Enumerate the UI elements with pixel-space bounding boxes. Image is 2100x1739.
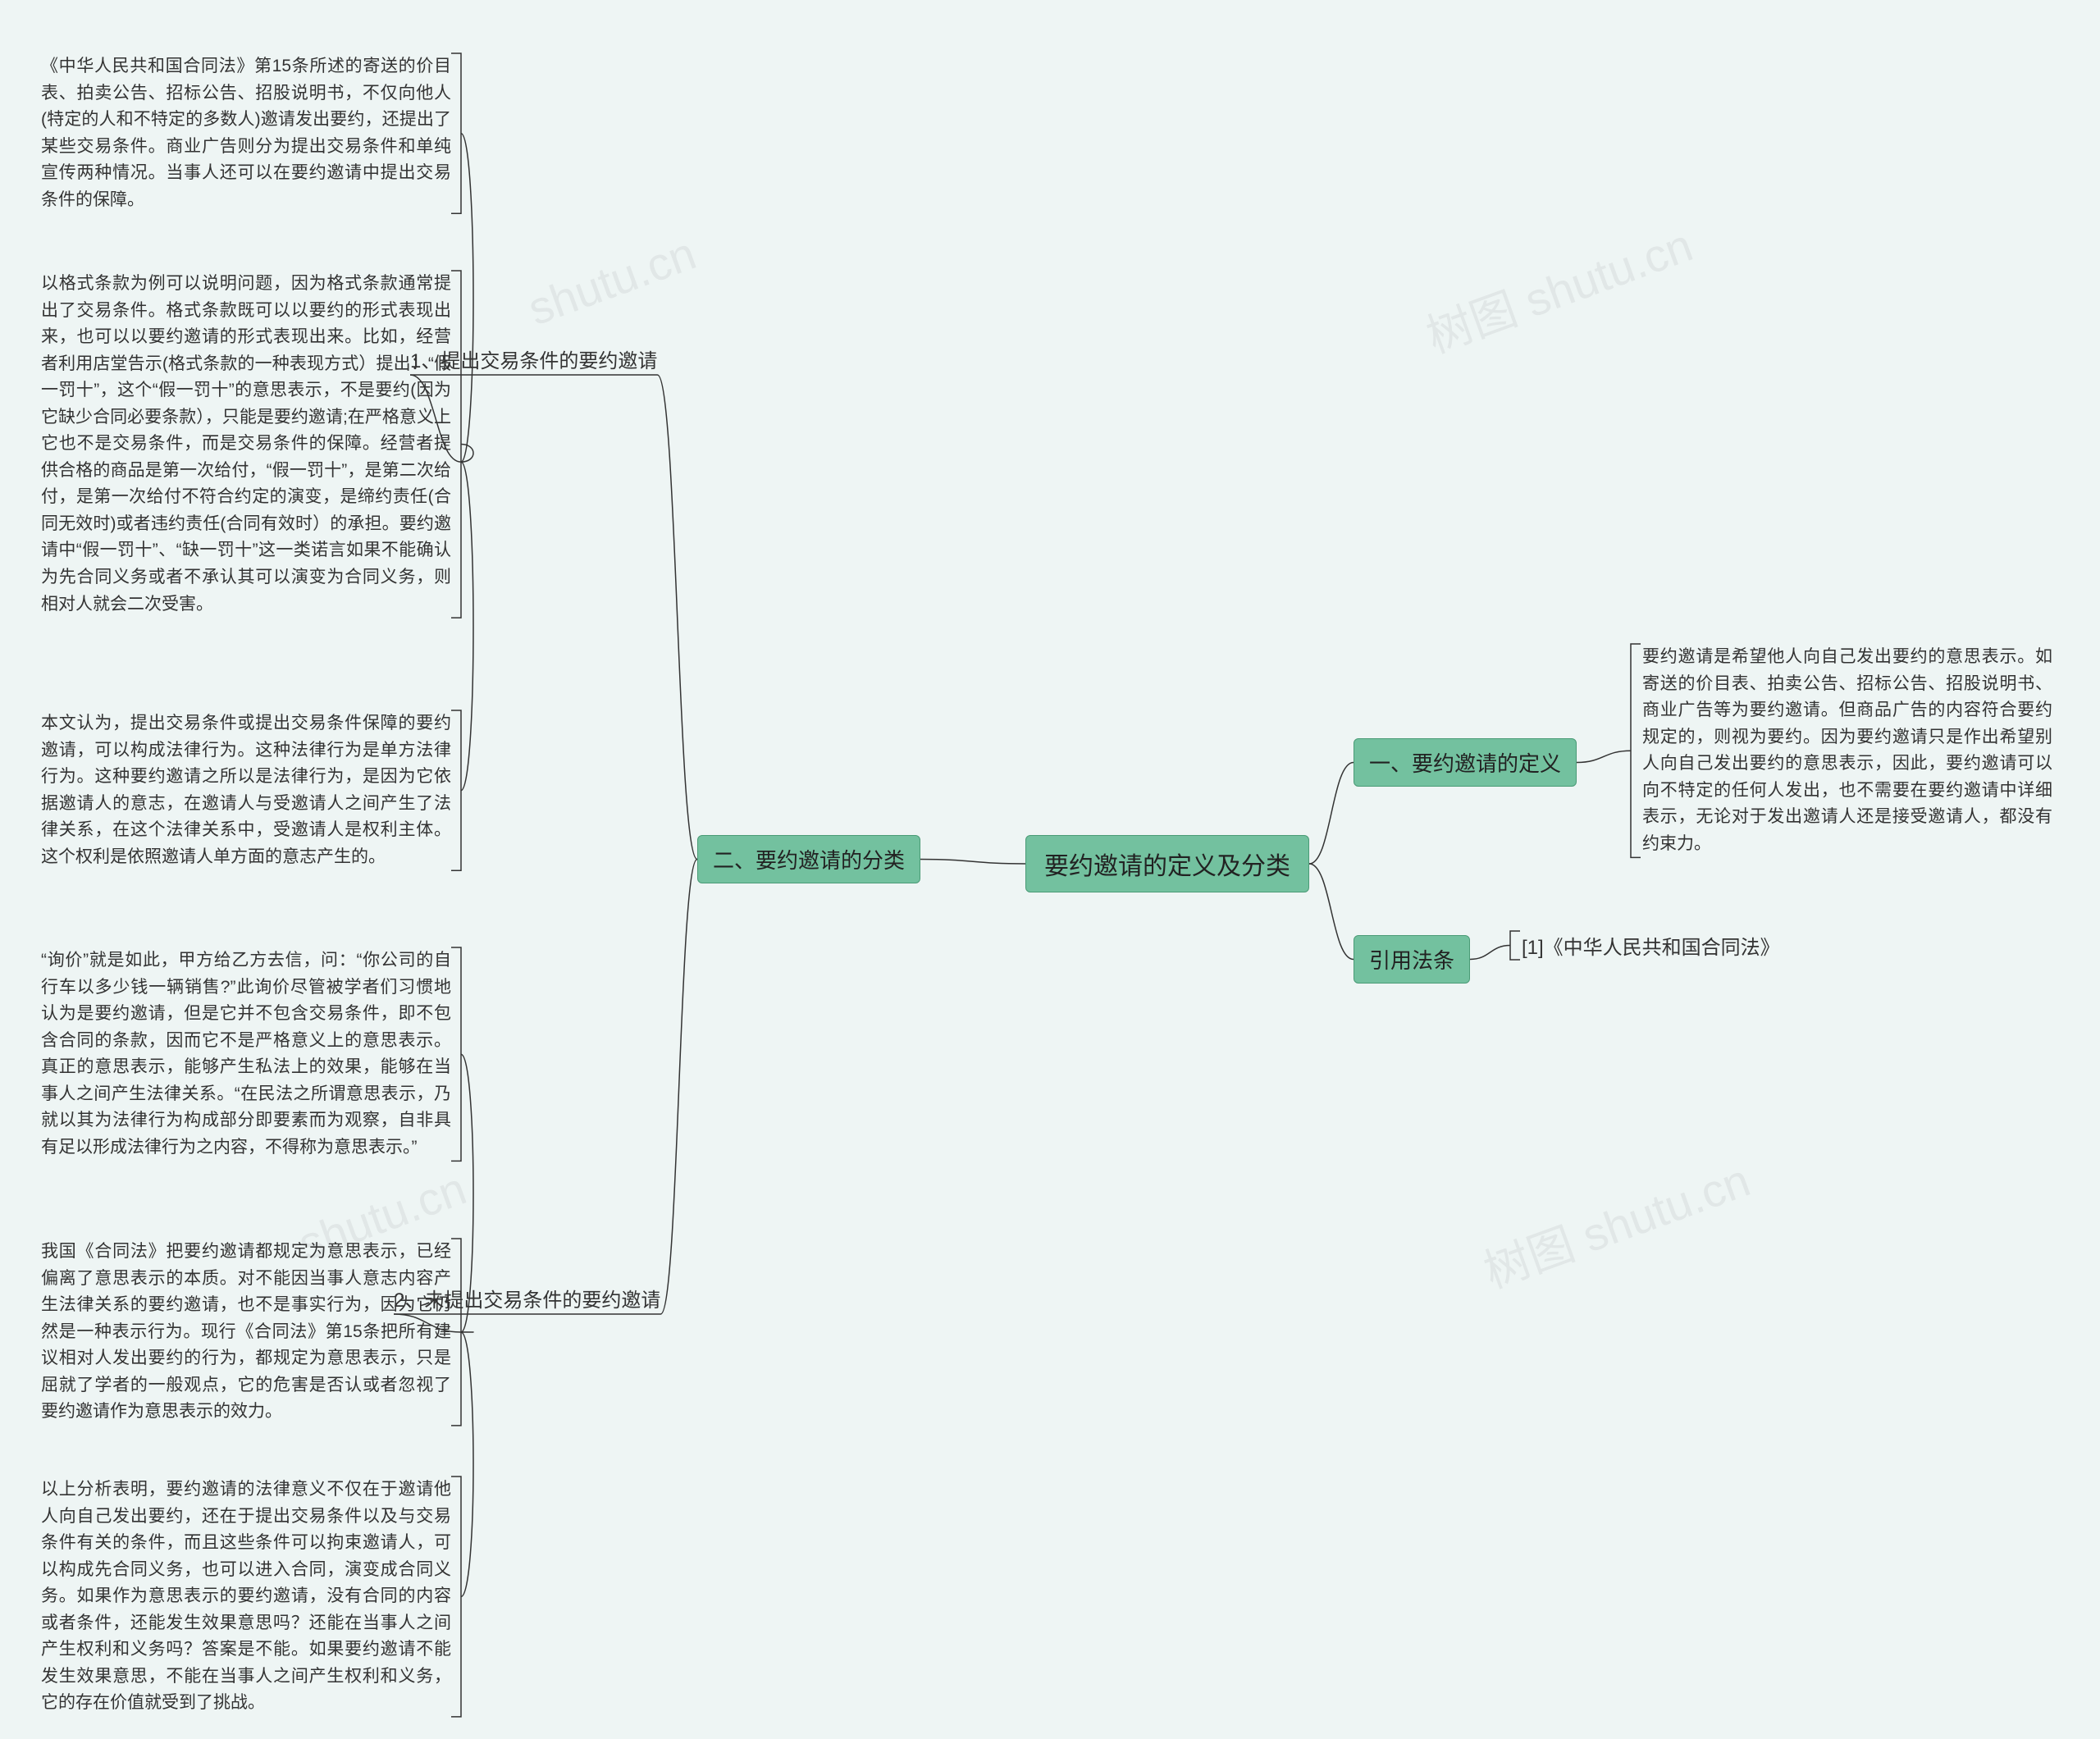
branch-right-label: 引用法条: [1354, 935, 1470, 984]
leaf-text: “询价”就是如此，甲方给乙方去信，问：“你公司的自行车以多少钱一辆销售?”此询价…: [41, 947, 451, 1161]
connector: [461, 445, 473, 463]
connector: [451, 947, 461, 1161]
connector: [410, 375, 697, 860]
watermark: shutu.cn: [521, 226, 702, 335]
leaf-text: 《中华人民共和国合同法》第15条所述的寄送的价目表、拍卖公告、招标公告、招股说明…: [41, 53, 451, 213]
watermark: 树图 shutu.cn: [1416, 208, 1701, 366]
leaf-text: 本文认为，提出交易条件或提出交易条件保障的要约邀请，可以构成法律行为。这种法律行…: [41, 710, 451, 870]
watermark: 树图 shutu.cn: [1473, 1143, 1758, 1301]
root-node-label: 要约邀请的定义及分类: [1025, 835, 1309, 892]
branch-right[interactable]: 引用法条: [1354, 935, 1470, 984]
root-node[interactable]: 要约邀请的定义及分类: [1025, 835, 1309, 892]
connector: [451, 1239, 461, 1426]
connector: [461, 134, 473, 463]
branch-right-label: 一、要约邀请的定义: [1354, 738, 1577, 787]
connector: [451, 1477, 461, 1717]
leaf-text: 我国《合同法》把要约邀请都规定为意思表示，已经偏离了意思表示的本质。对不能因当事…: [41, 1239, 451, 1426]
leaf-text: [1]《中华人民共和国合同法》: [1522, 931, 1780, 960]
connector: [461, 1332, 473, 1597]
connector: [451, 271, 461, 618]
connector: [461, 462, 473, 791]
connector: [1631, 644, 1641, 857]
connector: [920, 860, 1025, 865]
connector: [1577, 751, 1631, 762]
leaf-text: 以格式条款为例可以说明问题，因为格式条款通常提出了交易条件。格式条款既可以以要约…: [41, 271, 451, 618]
connector: [1510, 931, 1520, 960]
branch-right[interactable]: 一、要约邀请的定义: [1354, 738, 1577, 787]
connector: [1309, 763, 1354, 865]
branch-left[interactable]: 二、要约邀请的分类: [697, 835, 920, 883]
connector: [1309, 864, 1354, 960]
leaf-text: 以上分析表明，要约邀请的法律意义不仅在于邀请他人向自己发出要约，还在于提出交易条…: [41, 1477, 451, 1717]
branch-left-label: 二、要约邀请的分类: [697, 835, 920, 883]
leaf-text: 要约邀请是希望他人向自己发出要约的意思表示。如寄送的价目表、拍卖公告、招标公告、…: [1642, 644, 2052, 857]
connector: [451, 53, 461, 213]
connector: [1470, 946, 1510, 960]
connector: [451, 710, 461, 870]
